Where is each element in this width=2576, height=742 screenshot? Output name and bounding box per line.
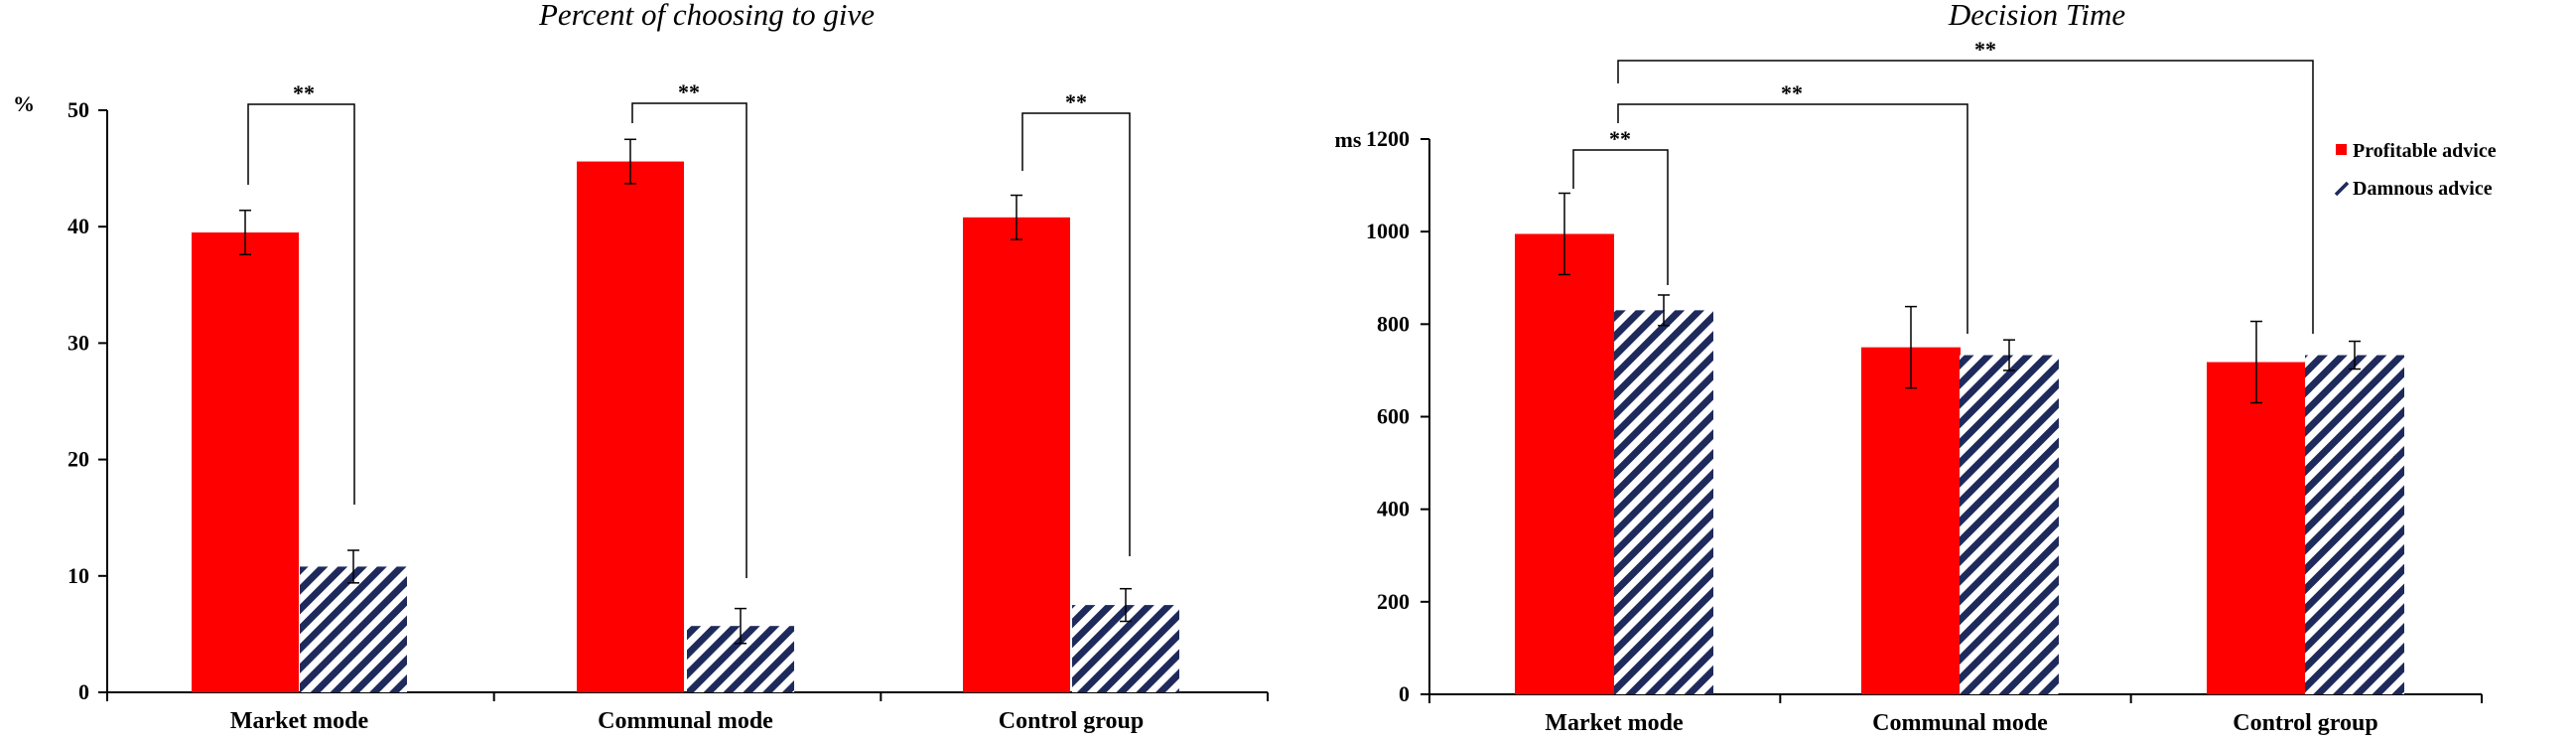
- bars: [1515, 233, 2404, 694]
- legend-label: Profitable advice: [2353, 140, 2497, 162]
- y-tick-label: 40: [68, 214, 89, 238]
- bar-damnous: [2305, 355, 2404, 694]
- sig-label: **: [1781, 80, 1803, 105]
- x-tick-label: Market mode: [1545, 710, 1684, 736]
- x-tick-label: Communal mode: [598, 708, 773, 734]
- bar-profitable: [1515, 233, 1614, 694]
- x-tick-label: Control group: [999, 708, 1144, 734]
- x-tick-label: Communal mode: [1872, 710, 2048, 736]
- bar-damnous: [1960, 355, 2059, 694]
- bar-damnous: [1614, 310, 1713, 694]
- y-axis-label: %: [13, 91, 35, 116]
- bar-profitable: [1861, 347, 1961, 694]
- y-tick-label: 20: [68, 447, 89, 472]
- y-tick-label: 800: [1377, 311, 1410, 336]
- sig-label: **: [1974, 37, 1996, 62]
- y-tick-label: 1000: [1366, 219, 1410, 243]
- sig-bracket: [1572, 149, 1669, 285]
- chart-title: Percent of choosing to give: [538, 0, 875, 32]
- legend: Profitable advice Damnous advice: [2334, 140, 2497, 200]
- bar-profitable: [192, 232, 299, 692]
- sig-label: **: [678, 79, 700, 104]
- sig-bracket: [1021, 112, 1131, 556]
- axes: 0 10 20 30 40 50 Market mode Communal mode Contr…: [68, 97, 1269, 734]
- sig-bracket: [631, 102, 747, 578]
- y-tick-label: 0: [78, 679, 89, 704]
- sig-label: **: [1609, 126, 1631, 151]
- error-bars: [239, 138, 1132, 645]
- x-tick-label: Control group: [2233, 710, 2377, 736]
- legend-swatch-damnous: [2334, 181, 2350, 197]
- y-tick-label: 50: [68, 97, 89, 122]
- bar-damnous: [300, 566, 407, 692]
- bars: [192, 161, 1179, 692]
- y-tick-label: 400: [1377, 497, 1410, 521]
- x-tick-label: Market mode: [230, 708, 369, 734]
- chart-decision-time: Decision Time ms 0 200 400 600 800 1000 1200 Ma…: [1335, 0, 2497, 736]
- sig-bracket: [247, 103, 355, 505]
- bar-profitable: [963, 217, 1070, 692]
- sig-label: **: [1065, 89, 1087, 114]
- error-bars: [1559, 192, 2361, 404]
- significance-brackets: ** ** **: [1572, 37, 2314, 334]
- y-axis-label: ms: [1335, 127, 1362, 152]
- bar-profitable: [577, 161, 684, 692]
- sig-bracket: [1617, 60, 2314, 334]
- y-tick-label: 30: [68, 330, 89, 355]
- y-tick-label: 0: [1399, 681, 1410, 706]
- sig-label: **: [293, 80, 315, 105]
- chart-percent-giving: Percent of choosing to give % 0 10 20 30 40 5…: [13, 0, 1269, 734]
- legend-label: Damnous advice: [2353, 178, 2493, 200]
- y-tick-label: 200: [1377, 589, 1410, 614]
- sig-bracket: [1617, 103, 1968, 334]
- legend-swatch-profitable: [2336, 144, 2347, 155]
- chart-title: Decision Time: [1948, 0, 2125, 32]
- y-tick-label: 600: [1377, 404, 1410, 429]
- y-tick-label: 1200: [1366, 126, 1410, 151]
- significance-brackets: ** ** **: [247, 79, 1131, 578]
- y-tick-label: 10: [68, 563, 89, 588]
- bar-profitable: [2207, 362, 2306, 694]
